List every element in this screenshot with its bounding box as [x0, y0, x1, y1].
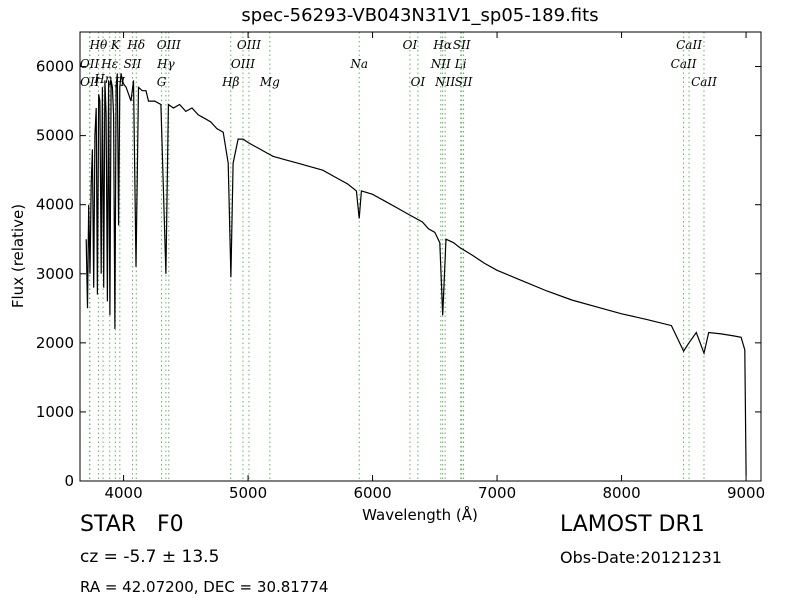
- x-axis-ticks: 4000 5000 6000 7000 8000 9000: [104, 32, 765, 502]
- x-tick-label-5: 9000: [727, 484, 765, 502]
- plot-frame: [79, 31, 762, 482]
- redshift-cz: cz = -5.7 ± 13.5: [80, 547, 220, 567]
- line-label-0: Hθ: [89, 38, 108, 52]
- x-tick-label-1: 5000: [229, 484, 267, 502]
- y-tick-label-6: 6000: [36, 58, 74, 76]
- survey-name: LAMOST DR1: [560, 512, 705, 537]
- star-classification: STAR F0: [80, 512, 184, 537]
- line-label-6: Hα: [432, 38, 452, 52]
- chart-title: spec-56293-VB043N31V1_sp05-189.fits: [241, 5, 599, 26]
- y-tick-label-4: 4000: [36, 196, 74, 214]
- line-label-8: CaII: [676, 38, 702, 52]
- y-tick-label-5: 5000: [36, 127, 74, 145]
- x-tick-label-0: 4000: [104, 484, 142, 502]
- x-axis-label: Wavelength (Å): [362, 505, 478, 524]
- line-label-22: Hβ: [221, 75, 239, 89]
- line-label-24: OI: [411, 75, 426, 89]
- y-tick-label-3: 3000: [36, 265, 74, 283]
- y-axis-ticks: 0 1000 2000 3000 4000 5000 6000: [36, 58, 761, 490]
- y-tick-label-1: 1000: [36, 403, 74, 421]
- spectrum-line: [85, 73, 747, 476]
- line-label-18: Hη: [93, 72, 112, 86]
- line-label-21: G: [157, 75, 167, 89]
- line-label-9: OII: [80, 57, 100, 71]
- line-label-16: Li: [454, 57, 467, 71]
- line-label-7: SII: [453, 38, 471, 52]
- observation-date: Obs-Date:20121231: [560, 548, 722, 567]
- line-label-27: CaII: [691, 75, 717, 89]
- line-label-17: CaII: [671, 57, 697, 71]
- ra-dec-coordinates: RA = 42.07200, DEC = 30.81774: [80, 578, 329, 596]
- line-label-11: SII: [124, 57, 142, 71]
- line-label-26: SII: [455, 75, 473, 89]
- x-tick-label-3: 7000: [478, 484, 516, 502]
- x-tick-label-4: 8000: [602, 484, 640, 502]
- line-label-5: OI: [403, 38, 418, 52]
- line-label-13: OIII: [231, 57, 255, 71]
- line-label-1: K: [110, 38, 121, 52]
- y-tick-label-2: 2000: [36, 334, 74, 352]
- line-label-25: NII: [434, 75, 455, 89]
- line-label-23: Mg: [259, 75, 280, 89]
- line-label-14: Na: [349, 57, 368, 71]
- line-label-3: OIII: [157, 38, 181, 52]
- line-label-10: Hε: [100, 57, 118, 71]
- line-label-15: NII: [430, 57, 451, 71]
- line-label-12: Hγ: [156, 57, 175, 71]
- line-label-19: OII: [80, 75, 100, 89]
- y-tick-label-0: 0: [64, 472, 74, 490]
- x-tick-label-2: 6000: [353, 484, 391, 502]
- y-axis-label: Flux (relative): [9, 204, 27, 308]
- spectral-line-markers: [89, 32, 705, 481]
- line-label-4: OIII: [237, 38, 261, 52]
- line-label-2: Hδ: [126, 38, 145, 52]
